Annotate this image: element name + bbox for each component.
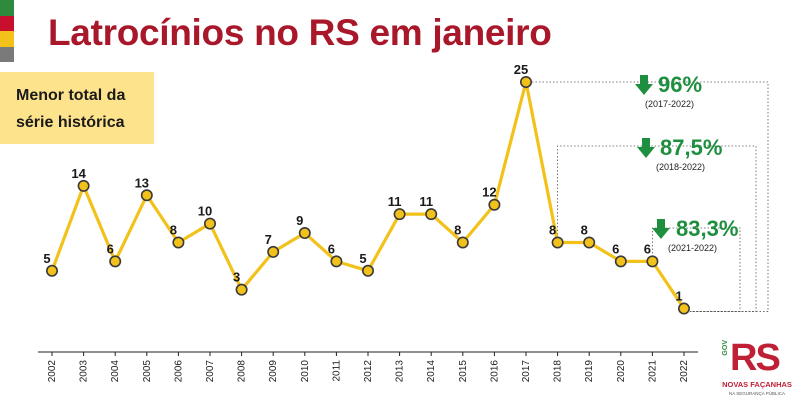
data-point-2011 (330, 255, 343, 268)
x-tick-label-2022: 2022 (679, 360, 690, 383)
flag-stripe-gray (0, 46, 14, 62)
data-point-2009 (267, 245, 280, 258)
gov-logo: GOV RS NOVAS FAÇANHAS NA SEGURANÇA PÚBLI… (722, 338, 792, 404)
reduction-range-2018: (2018-2022) (656, 162, 706, 172)
data-point-2005 (140, 189, 153, 202)
data-label-2012: 5 (359, 251, 366, 266)
callout-line-1: Menor total da (16, 87, 126, 104)
data-label-2013: 11 (388, 194, 402, 209)
logo-line-2: NA SEGURANÇA PÚBLICA (728, 391, 786, 396)
flag-stripe-green (0, 0, 14, 16)
data-label-2021: 6 (644, 241, 651, 256)
down-arrow-icon (635, 75, 653, 95)
x-tick-label-2006: 2006 (173, 360, 184, 383)
x-ticks (51, 352, 685, 356)
x-tick-label-2008: 2008 (237, 360, 248, 383)
data-label-2017: 25 (514, 62, 528, 77)
data-label-2003: 14 (71, 166, 86, 181)
x-tick-label-2004: 2004 (110, 360, 121, 383)
data-label-2022: 1 (675, 289, 682, 304)
flag-stripes (0, 0, 14, 62)
x-tick-label-2015: 2015 (458, 360, 469, 383)
data-label-2015: 8 (454, 222, 461, 237)
x-tick-label-2005: 2005 (142, 360, 153, 383)
down-arrow-icon (652, 219, 670, 239)
x-tick-label-2016: 2016 (489, 360, 500, 383)
data-point-2016 (488, 198, 501, 211)
logo-gov-text: GOV (722, 340, 729, 356)
flag-stripe-yellow (0, 31, 14, 47)
x-tick-label-2014: 2014 (426, 360, 437, 383)
data-label-2020: 6 (612, 241, 619, 256)
data-label-2007: 10 (198, 204, 212, 219)
x-tick-label-2003: 2003 (79, 360, 90, 383)
data-point-2008 (235, 283, 248, 296)
x-tick-label-2009: 2009 (268, 360, 279, 383)
data-label-2016: 12 (482, 185, 496, 200)
data-point-2013 (393, 208, 406, 221)
data-points (45, 76, 690, 315)
data-point-2012 (361, 264, 374, 277)
reduction-range-2021: (2021-2022) (668, 243, 718, 253)
data-labels: 5 14 6 13 8 10 3 7 9 6 5 11 11 8 12 25 8 8 6 6 1 (43, 62, 682, 304)
data-label-2002: 5 (43, 251, 50, 266)
data-point-2022 (677, 302, 690, 315)
data-label-2014: 11 (419, 194, 433, 209)
data-label-2008: 3 (233, 270, 240, 285)
x-tick-label-2007: 2007 (205, 360, 216, 383)
data-point-2010 (298, 227, 311, 240)
logo-rs-mark: RS (730, 337, 781, 379)
x-tick-label-2011: 2011 (331, 360, 342, 382)
x-tick-label-2002: 2002 (47, 360, 58, 383)
logo-line-1: NOVAS FAÇANHAS (722, 380, 792, 389)
reduction-percent-2021: 83,3% (676, 216, 739, 241)
connector-2021 (652, 227, 741, 312)
data-label-2019: 8 (581, 222, 588, 237)
data-point-2019 (583, 236, 596, 249)
data-point-2015 (456, 236, 469, 249)
down-arrow-icon (637, 138, 655, 158)
data-label-2010: 9 (296, 213, 303, 228)
x-tick-label-2021: 2021 (647, 360, 658, 383)
connector-2017 (532, 81, 769, 312)
reduction-arrows (635, 75, 670, 239)
data-label-2011: 6 (328, 241, 335, 256)
data-point-2020 (614, 255, 627, 268)
data-point-2007 (204, 217, 217, 230)
data-point-2002 (45, 264, 58, 277)
reduction-connectors (532, 81, 769, 312)
data-point-2017 (519, 76, 532, 89)
data-point-2021 (646, 255, 659, 268)
x-tick-label-2010: 2010 (300, 360, 311, 383)
data-point-2004 (109, 255, 122, 268)
data-point-2006 (172, 236, 185, 249)
x-tick-label-2017: 2017 (521, 360, 532, 383)
x-tick-label-2018: 2018 (553, 360, 564, 383)
x-tick-label-2012: 2012 (363, 360, 374, 383)
reduction-range-2017: (2017-2022) (645, 99, 695, 109)
flag-stripe-red (0, 15, 14, 31)
reduction-percent-2017: 96% (658, 72, 703, 97)
data-point-2014 (425, 208, 438, 221)
data-label-2009: 7 (265, 232, 272, 247)
callout-box: Menor total da série histórica (0, 72, 154, 144)
x-tick-labels: 2002 2003 2004 2005 2006 2007 2008 2009 2010 2011… (47, 360, 690, 383)
callout-line-2: série histórica (16, 114, 125, 131)
data-label-2005: 13 (135, 175, 149, 190)
data-label-2004: 6 (107, 241, 114, 256)
chart-title: Latrocínios no RS em janeiro (48, 12, 552, 53)
x-tick-label-2020: 2020 (616, 360, 627, 383)
x-tick-label-2019: 2019 (584, 360, 595, 383)
data-point-2018 (551, 236, 564, 249)
x-tick-label-2013: 2013 (395, 360, 406, 383)
data-label-2018: 8 (549, 222, 556, 237)
reduction-percent-2018: 87,5% (660, 135, 723, 160)
data-point-2003 (77, 179, 90, 192)
data-label-2006: 8 (170, 222, 177, 237)
